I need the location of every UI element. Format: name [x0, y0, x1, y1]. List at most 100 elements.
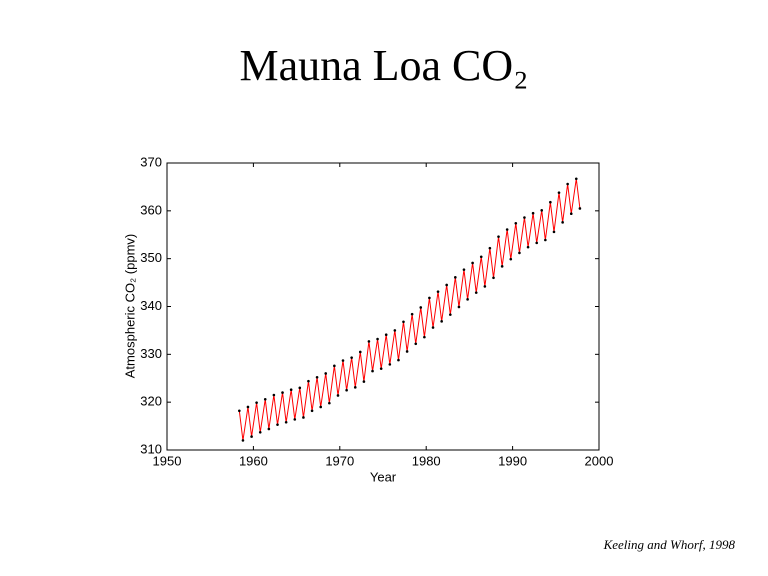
data-point: [474, 291, 478, 294]
data-point: [423, 335, 426, 339]
data-point: [492, 276, 495, 280]
data-point: [557, 191, 561, 194]
data-point: [388, 363, 392, 366]
data-point: [514, 221, 518, 225]
data-point: [281, 391, 284, 394]
series-line: [238, 178, 581, 441]
data-point: [367, 340, 371, 343]
x-tick-label: 1990: [498, 453, 527, 468]
data-point: [384, 333, 388, 337]
data-point: [379, 367, 383, 370]
y-axis-label: Atmospheric CO₂ (ppmv): [122, 234, 137, 378]
data-point: [241, 439, 245, 442]
data-point: [341, 359, 345, 362]
data-point: [569, 212, 573, 216]
data-point: [466, 298, 469, 301]
data-point: [552, 230, 556, 234]
data-point: [518, 251, 521, 255]
data-point: [289, 388, 293, 392]
data-point: [483, 285, 487, 288]
data-point: [255, 401, 258, 404]
data-point: [419, 306, 423, 309]
y-tick-label: 330: [140, 346, 162, 361]
data-point: [393, 329, 397, 332]
data-point: [574, 177, 578, 181]
data-point: [509, 257, 513, 261]
data-point: [353, 386, 357, 389]
data-point: [523, 216, 526, 219]
data-point: [454, 276, 457, 279]
data-point: [246, 405, 250, 409]
data-point: [436, 290, 440, 293]
y-tick-label: 320: [140, 394, 162, 409]
data-point: [307, 379, 310, 383]
data-point: [333, 364, 336, 368]
x-tick-label: 1970: [325, 453, 354, 468]
data-point: [258, 431, 262, 434]
data-point: [276, 423, 279, 426]
data-point: [457, 305, 461, 309]
data-point: [328, 401, 331, 405]
data-point: [549, 200, 552, 204]
data-point: [310, 409, 314, 413]
data-point: [500, 265, 504, 268]
data-point: [410, 312, 414, 316]
data-point: [505, 228, 509, 231]
data-point: [471, 261, 474, 265]
data-point: [526, 245, 530, 249]
data-point: [462, 268, 466, 271]
data-point: [544, 238, 547, 242]
data-point: [336, 394, 340, 397]
data-point: [362, 380, 366, 383]
data-point: [578, 207, 582, 210]
data-point: [298, 386, 302, 390]
data-point: [397, 358, 400, 362]
data-point: [479, 255, 483, 259]
data-point: [402, 320, 405, 324]
data-point: [250, 435, 253, 438]
y-tick-label: 340: [140, 298, 162, 313]
chart-title: Mauna Loa CO₂: [239, 41, 528, 90]
data-point: [371, 369, 374, 373]
data-point: [540, 209, 544, 212]
data-point: [263, 397, 267, 401]
data-point: [497, 235, 500, 238]
source-note: Keeling and Whorf, 1998: [603, 537, 736, 552]
data-point: [319, 405, 323, 409]
x-tick-label: 1960: [239, 453, 268, 468]
data-point: [315, 375, 319, 379]
x-tick-label: 1980: [412, 453, 441, 468]
data-point: [488, 246, 492, 250]
data-point: [302, 416, 305, 419]
data-point: [267, 427, 271, 431]
data-point: [293, 418, 297, 421]
data-point: [535, 241, 539, 245]
data-point: [440, 320, 443, 323]
data-point: [431, 326, 435, 329]
data-point: [376, 337, 379, 341]
x-tick-label: 2000: [585, 453, 614, 468]
data-point: [405, 350, 409, 353]
data-point: [350, 356, 353, 359]
x-tick-label: 1950: [153, 453, 182, 468]
y-tick-label: 350: [140, 250, 162, 265]
data-point: [561, 221, 564, 224]
data-point: [238, 409, 241, 413]
data-point: [428, 296, 431, 300]
data-point: [324, 372, 328, 375]
data-point: [414, 342, 418, 346]
data-point: [272, 393, 276, 397]
data-point: [449, 313, 452, 316]
data-point: [358, 350, 362, 354]
data-point: [284, 420, 288, 424]
y-tick-label: 360: [140, 202, 162, 217]
data-point: [566, 182, 569, 186]
data-point: [445, 283, 448, 287]
y-tick-label: 310: [140, 441, 162, 456]
y-tick-label: 370: [140, 154, 162, 169]
plot-frame: [166, 162, 600, 451]
x-axis-label: Year: [370, 469, 397, 484]
data-point: [345, 388, 348, 392]
